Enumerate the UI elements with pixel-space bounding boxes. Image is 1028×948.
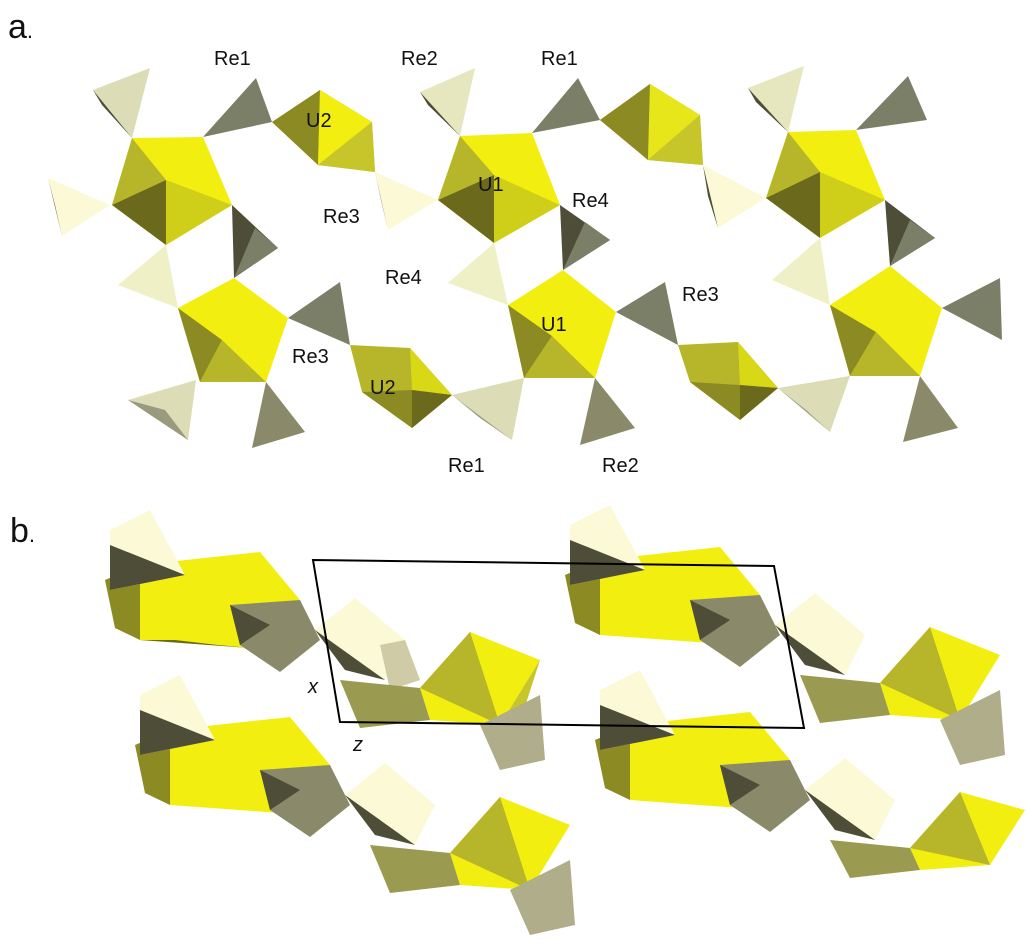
u1-polyhedron — [830, 266, 942, 376]
re-tetrahedron — [942, 278, 1002, 340]
axis-z-label: z — [353, 734, 363, 756]
label-re4: Re4 — [385, 267, 422, 289]
re-tetrahedron — [778, 376, 850, 432]
re-tetrahedron — [772, 238, 830, 305]
label-u1: U1 — [478, 174, 504, 196]
label-re1: Re1 — [541, 48, 578, 70]
unit-cell-outline — [311, 558, 806, 730]
u2-polyhedron — [678, 342, 778, 420]
panel-a-letter: a. — [8, 8, 34, 46]
label-u1: U1 — [541, 314, 567, 336]
label-re3: Re3 — [292, 346, 329, 368]
axis-x-label: x — [308, 676, 318, 698]
re-tetrahedron — [703, 165, 766, 228]
re-tetrahedron — [580, 378, 635, 445]
panel-b-letter: b. — [10, 512, 36, 550]
label-re3: Re3 — [682, 284, 719, 306]
re-tetrahedron — [128, 380, 196, 440]
u1-polyhedron — [766, 130, 885, 238]
u1-polyhedron — [112, 137, 232, 245]
u1-polyhedron — [438, 133, 560, 243]
label-re1: Re1 — [448, 455, 485, 477]
re-tetrahedron — [288, 282, 350, 345]
re-tetrahedron — [885, 200, 935, 266]
re-tetrahedron — [48, 178, 110, 236]
re-tetrahedron — [448, 243, 508, 305]
re-tetrahedron — [420, 68, 475, 136]
label-re2: Re2 — [401, 48, 438, 70]
label-re1: Re1 — [214, 48, 251, 70]
polyhedra-chain — [105, 510, 545, 770]
re-tetrahedron — [118, 245, 178, 308]
label-u2: U2 — [370, 377, 396, 399]
re-tetrahedron — [532, 78, 600, 133]
label-re2: Re2 — [602, 455, 639, 477]
re-tetrahedron — [903, 376, 958, 442]
panel-a-structure — [48, 66, 1002, 448]
polyhedra-chain — [595, 670, 1025, 878]
re-tetrahedron — [232, 205, 278, 278]
re-tetrahedron — [856, 76, 927, 130]
u2-polyhedron — [272, 90, 375, 172]
panel-b-structure — [105, 505, 1025, 935]
u1-polyhedron — [178, 278, 288, 382]
re-tetrahedron — [616, 282, 678, 345]
re-tetrahedron — [252, 382, 305, 448]
re-tetrahedron — [748, 66, 804, 132]
re-tetrahedron — [452, 378, 524, 440]
re-tetrahedron — [560, 205, 610, 270]
label-u2: U2 — [306, 110, 332, 132]
re-tetrahedron — [93, 68, 150, 138]
polyhedra-chain — [135, 675, 575, 935]
u2-polyhedron — [350, 345, 452, 428]
re-tetrahedron — [203, 78, 272, 137]
u1-polyhedron — [508, 270, 616, 378]
re-tetrahedron — [375, 172, 438, 230]
u2-polyhedron — [600, 84, 703, 165]
label-re4: Re4 — [572, 190, 609, 212]
label-re3: Re3 — [323, 206, 360, 228]
